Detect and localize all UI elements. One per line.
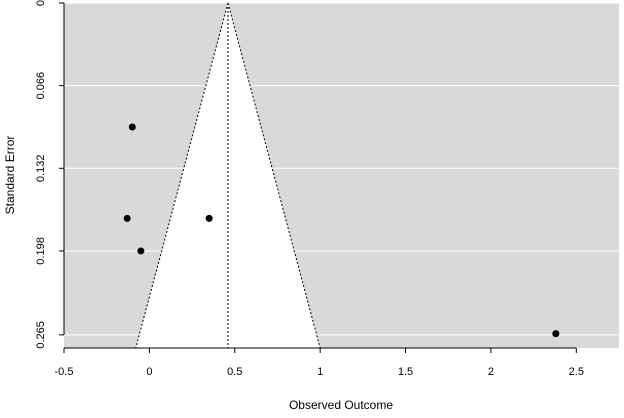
- y-tick-label: 0.265: [35, 321, 47, 349]
- x-tick-label: 0.5: [227, 366, 242, 378]
- data-point: [128, 123, 136, 131]
- y-tick-label: 0.066: [35, 72, 47, 100]
- x-tick-label: 1.5: [398, 366, 413, 378]
- data-point: [552, 330, 560, 338]
- x-axis: -0.5 0 0.5 1 1.5 2 2.5: [55, 347, 584, 378]
- x-tick-label: 2.5: [569, 366, 584, 378]
- y-axis: 0 0.066 0.132 0.198 0.265: [35, 0, 65, 349]
- data-point: [123, 214, 131, 222]
- y-axis-title: Standard Error: [3, 136, 17, 215]
- funnel-left-bound: [135, 2, 229, 349]
- data-point: [205, 214, 213, 222]
- x-tick-label: 1: [317, 366, 323, 378]
- x-tick-label: 0: [146, 366, 152, 378]
- data-points: [123, 123, 560, 338]
- y-tick-label: 0.132: [35, 155, 47, 183]
- x-tick-label: 2: [488, 366, 494, 378]
- y-tick-label: 0.198: [35, 237, 47, 265]
- funnel-right-bound: [227, 2, 321, 349]
- plot-background: [64, 3, 619, 348]
- funnel: [135, 2, 321, 349]
- x-tick-label: -0.5: [55, 366, 74, 378]
- y-tick-label: 0: [35, 0, 47, 6]
- data-point: [137, 247, 145, 255]
- x-axis-title: Observed Outcome: [289, 398, 393, 412]
